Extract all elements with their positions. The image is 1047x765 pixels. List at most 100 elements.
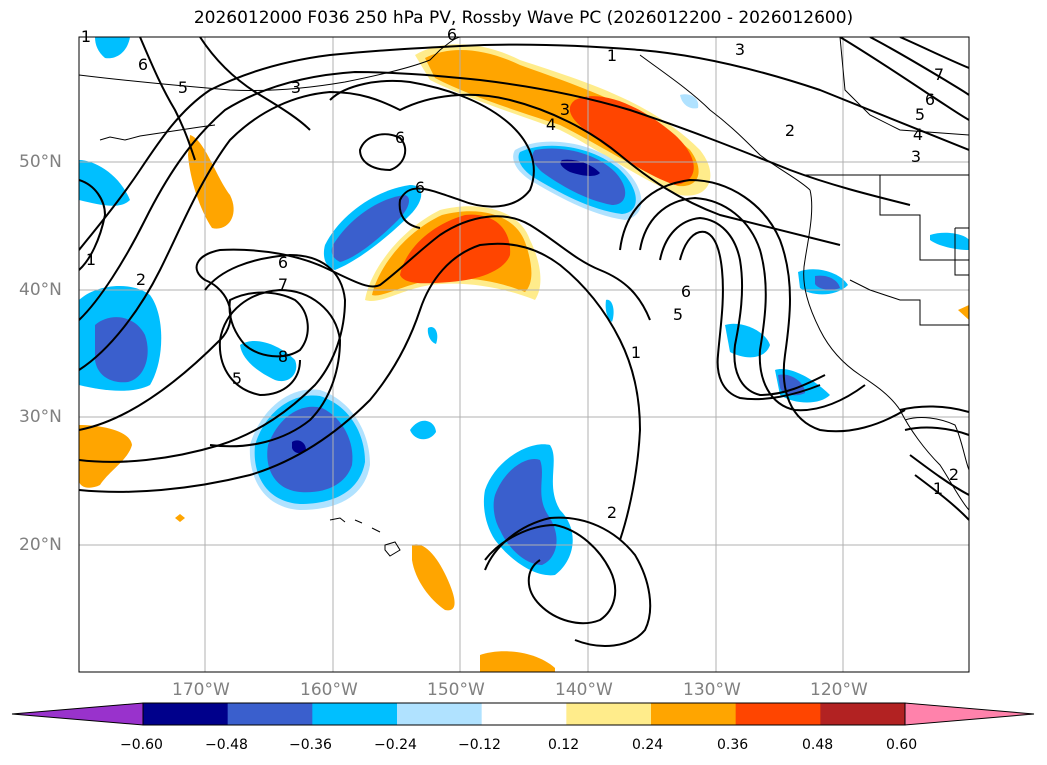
contour-10 bbox=[484, 516, 652, 647]
border-states1 bbox=[879, 175, 969, 261]
shade-cyan-west-top bbox=[79, 160, 130, 206]
clabel-27: 1 bbox=[933, 479, 943, 498]
colorbar-swatch-9 bbox=[820, 703, 906, 725]
contour-18 bbox=[869, 37, 969, 96]
map-frame bbox=[78, 36, 970, 673]
clabel-8: 7 bbox=[934, 65, 944, 84]
colorbar-tick-2: −0.48 bbox=[205, 737, 248, 753]
clabel-4: 2 bbox=[136, 270, 146, 289]
border-states4 bbox=[954, 227, 969, 276]
colorbar-extend-low bbox=[11, 702, 144, 726]
shade-orange-east-edge bbox=[958, 305, 969, 320]
shade-red-central bbox=[400, 214, 511, 284]
shade-cyan-hawaii-n bbox=[410, 420, 436, 440]
shade-royal-sw bbox=[267, 406, 353, 493]
clabel-19: 1 bbox=[631, 343, 641, 362]
contour-20 bbox=[899, 405, 969, 413]
clabel-25: 6 bbox=[447, 25, 457, 44]
clabel-28: 2 bbox=[949, 465, 959, 484]
contour-8 bbox=[228, 291, 309, 358]
colorbar-swatch-1 bbox=[143, 703, 229, 725]
shade-orange-west-edge bbox=[79, 425, 132, 488]
colorbar-tick-4: −0.24 bbox=[374, 737, 417, 753]
clabel-5: 1 bbox=[86, 250, 96, 269]
clabel-15: 3 bbox=[735, 40, 745, 59]
clabel-21: 6 bbox=[681, 282, 691, 301]
colorbar-tick-7: 0.24 bbox=[632, 737, 664, 753]
contour-4 bbox=[79, 215, 651, 431]
shade-orange-tiny bbox=[175, 514, 185, 522]
map-frame-bg bbox=[79, 37, 969, 672]
colorbar-swatch-2 bbox=[227, 703, 313, 725]
clabel-29: 1 bbox=[81, 27, 91, 46]
shade-navy-ne bbox=[560, 159, 600, 176]
coast-alaska bbox=[79, 37, 461, 92]
shade-royal-ne bbox=[532, 148, 626, 205]
coast-mexico bbox=[904, 417, 969, 471]
chart-title: 2026012000 F036 250 hPa PV, Rossby Wave … bbox=[193, 8, 854, 28]
clabel-9: 6 bbox=[925, 90, 935, 109]
shade-lightblue-top bbox=[680, 94, 699, 109]
colorbar-outline bbox=[142, 702, 906, 726]
clabel-23: 8 bbox=[278, 347, 288, 366]
contour-23 bbox=[914, 474, 969, 521]
contour-6 bbox=[79, 242, 642, 541]
colorbar-tick-9: 0.48 bbox=[802, 737, 834, 753]
clabel-18: 6 bbox=[278, 253, 288, 272]
coast-hawaii bbox=[329, 517, 401, 557]
contour-19 bbox=[899, 37, 969, 69]
lon-label-160w: 160°W bbox=[300, 680, 358, 700]
clabel-22: 7 bbox=[278, 275, 288, 294]
shade-cyan-east1 bbox=[725, 323, 770, 358]
contour-24 bbox=[79, 179, 107, 271]
contour-14 bbox=[619, 178, 906, 433]
graticule bbox=[79, 37, 969, 672]
lon-label-120w: 120°W bbox=[810, 680, 868, 700]
colorbar-swatches bbox=[11, 702, 1035, 726]
colorbar-tick-10: 0.60 bbox=[886, 737, 918, 753]
colorbar-tick-1: −0.60 bbox=[120, 737, 163, 753]
clabel-1: 6 bbox=[138, 55, 148, 74]
clabel-12: 3 bbox=[911, 147, 921, 166]
lat-label-30n: 30°N bbox=[19, 407, 62, 427]
colorbar-tick-6: 0.12 bbox=[548, 737, 580, 753]
contour-12 bbox=[679, 230, 821, 401]
colorbar-tick-5: −0.12 bbox=[458, 737, 501, 753]
clabel-10: 5 bbox=[915, 105, 925, 124]
shade-orange-bottom bbox=[480, 651, 555, 672]
contour-labels: 6 5 3 2 1 3 6 7 6 5 4 3 1 2 3 4 6 6 1 2 … bbox=[81, 25, 959, 522]
clabel-24: 5 bbox=[232, 369, 242, 388]
contour-26 bbox=[199, 37, 311, 131]
contour-13 bbox=[639, 196, 866, 412]
colorbar-tick-3: −0.36 bbox=[289, 737, 332, 753]
colorbar-swatch-8 bbox=[735, 703, 821, 725]
coast-aleutians bbox=[99, 124, 216, 141]
clabel-16: 4 bbox=[546, 115, 556, 134]
colorbar bbox=[11, 702, 1035, 726]
colorbar-swatch-6 bbox=[566, 703, 652, 725]
coastlines bbox=[79, 37, 969, 557]
shade-royal-west bbox=[95, 317, 148, 383]
clabel-2: 5 bbox=[178, 78, 188, 97]
coast-baja bbox=[899, 409, 969, 511]
border-states2 bbox=[849, 279, 969, 326]
contour-15 bbox=[358, 133, 407, 172]
contour-9 bbox=[484, 523, 617, 625]
colorbar-extend-high bbox=[904, 702, 1035, 726]
contour-5 bbox=[79, 253, 347, 463]
contour-22 bbox=[909, 454, 969, 496]
shade-cyan-east-edge bbox=[930, 232, 969, 250]
colorbar-swatch-4 bbox=[397, 703, 483, 725]
contour-2 bbox=[79, 70, 911, 321]
lat-label-40n: 40°N bbox=[19, 280, 62, 300]
lon-label-150w: 150°W bbox=[427, 680, 485, 700]
colorbar-swatch-3 bbox=[312, 703, 398, 725]
shade-royal-east3 bbox=[815, 275, 840, 290]
shade-orange-nw bbox=[188, 135, 234, 229]
colorbar-tick-8: 0.36 bbox=[717, 737, 749, 753]
contour-17 bbox=[839, 37, 969, 121]
clabel-26: 5 bbox=[673, 305, 683, 324]
clabel-20: 2 bbox=[607, 503, 617, 522]
clabel-3: 3 bbox=[291, 78, 301, 97]
